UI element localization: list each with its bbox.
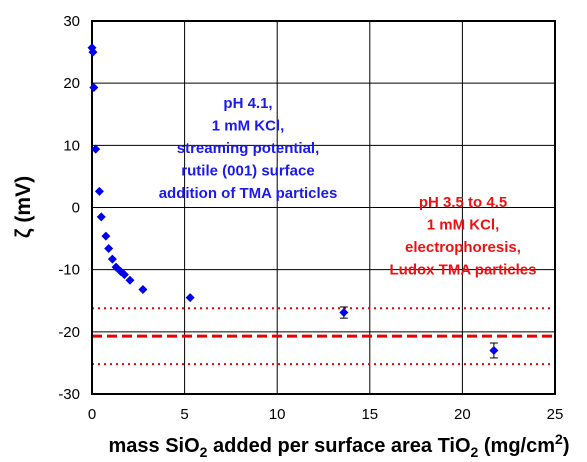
y-tick-label: -20 xyxy=(58,324,80,341)
x-tick-label: 0 xyxy=(88,406,96,423)
x-tick-label: 15 xyxy=(361,406,378,423)
annotation-line: 1 mM KCl, xyxy=(427,217,500,234)
annotation-line: rutile (001) surface xyxy=(181,163,314,180)
annotation-line: addition of TMA particles xyxy=(159,185,338,202)
y-tick-label: -10 xyxy=(58,262,80,279)
x-axis-label-part: 2 xyxy=(555,431,563,447)
y-tick-label: 30 xyxy=(63,13,80,30)
x-axis-label-part: 2 xyxy=(471,444,479,460)
y-tick-label: -30 xyxy=(58,386,80,403)
x-tick-label: 20 xyxy=(454,406,471,423)
x-axis-label-part: 2 xyxy=(200,444,208,460)
x-tick-label: 5 xyxy=(180,406,188,423)
y-tick-label: 10 xyxy=(63,137,80,154)
x-axis-label-part: added per surface area TiO xyxy=(207,435,470,457)
annotation-line: 1 mM KCl, xyxy=(212,118,285,135)
x-axis-label-part: mass SiO xyxy=(109,435,200,457)
annotation-line: streaming potential, xyxy=(177,140,320,157)
annotation-line: pH 3.5 to 4.5 xyxy=(419,194,507,211)
annotation-line: Ludox TMA particles xyxy=(390,262,537,279)
y-tick-label: 0 xyxy=(72,200,80,217)
x-axis-label-part: ) xyxy=(563,435,570,457)
y-axis-label: ζ (mV) xyxy=(12,176,35,238)
x-axis-label: mass SiO2 added per surface area TiO2 (m… xyxy=(109,431,570,460)
annotation-line: pH 4.1, xyxy=(223,95,272,112)
annotation-line: electrophoresis, xyxy=(405,239,521,256)
x-tick-label: 10 xyxy=(269,406,286,423)
y-tick-label: 20 xyxy=(63,75,80,92)
x-axis-label-part: (mg/cm xyxy=(478,435,555,457)
x-tick-label: 25 xyxy=(547,406,564,423)
